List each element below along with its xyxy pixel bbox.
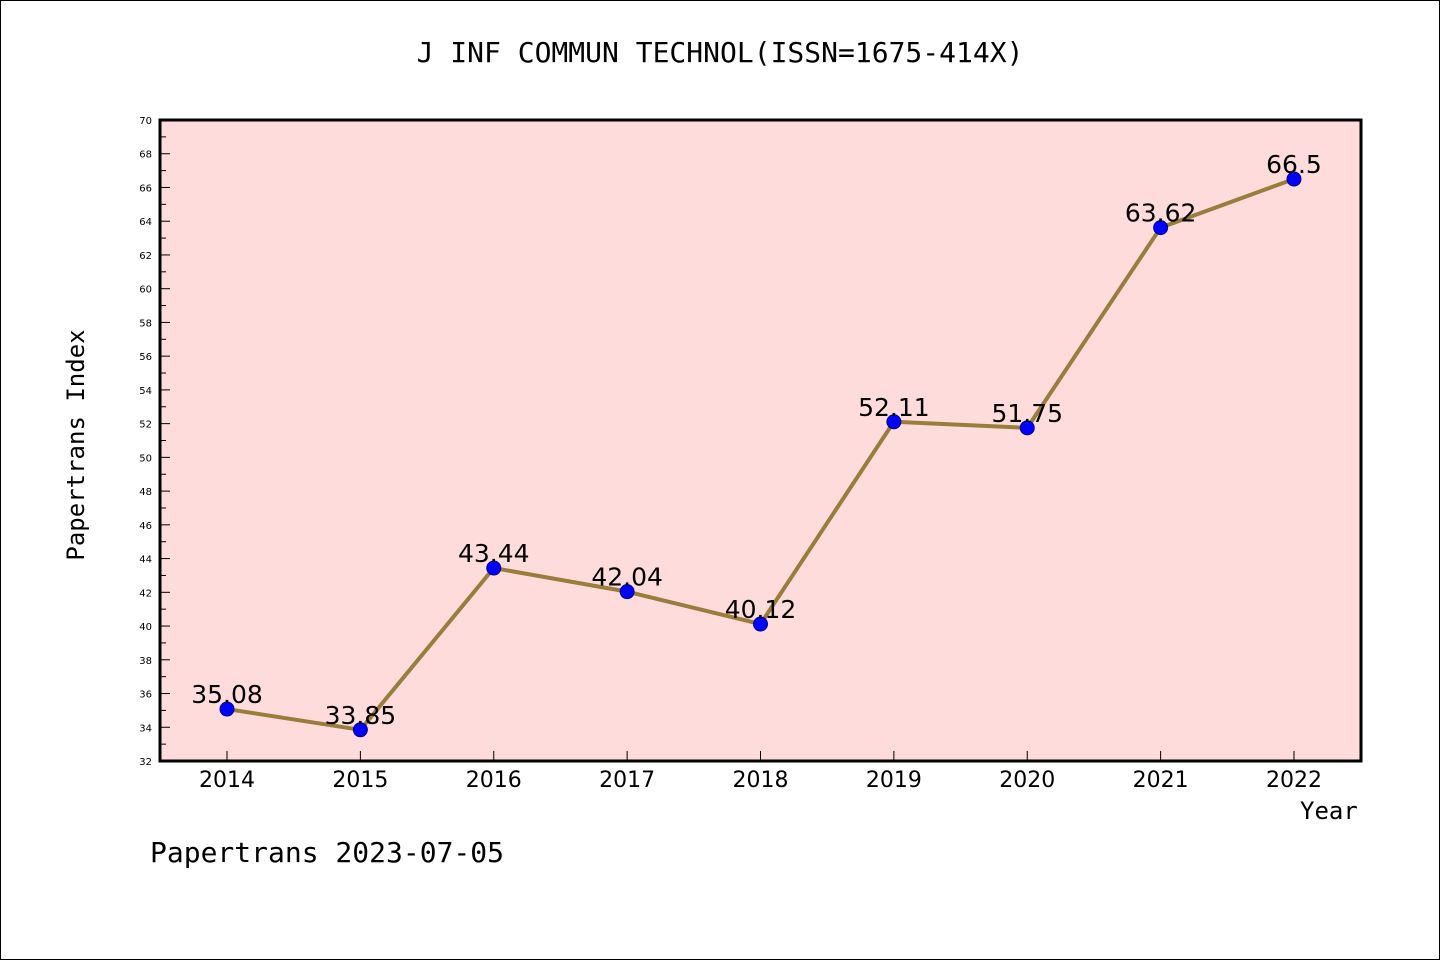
x-tick-label: 2014 — [199, 768, 255, 793]
y-tick-label: 32 — [139, 757, 152, 768]
y-tick-label: 48 — [139, 487, 152, 498]
data-label: 66.5 — [1266, 150, 1322, 179]
data-point — [352, 722, 368, 738]
y-tick-label: 56 — [139, 352, 152, 363]
data-label: 35.08 — [191, 680, 263, 709]
y-tick-label: 38 — [139, 656, 152, 667]
x-tick-label: 2022 — [1266, 768, 1322, 793]
data-point — [486, 560, 502, 576]
y-tick-label: 34 — [139, 723, 152, 734]
y-tick-label: 42 — [139, 588, 152, 599]
y-tick-label: 64 — [139, 217, 152, 228]
x-tick-label: 2016 — [466, 768, 522, 793]
data-point — [1286, 171, 1302, 187]
y-tick-label: 44 — [139, 555, 152, 566]
x-tick-label: 2015 — [332, 768, 388, 793]
data-point — [1153, 220, 1169, 236]
x-tick-label: 2019 — [866, 768, 922, 793]
data-point — [1019, 420, 1035, 436]
y-tick-label: 70 — [139, 116, 152, 127]
plot-border — [158, 118, 1363, 763]
y-tick-label: 66 — [139, 183, 152, 194]
data-label: 42.04 — [591, 563, 663, 592]
footer-stamp: Papertrans 2023-07-05 — [150, 836, 505, 869]
data-point — [619, 584, 635, 600]
y-tick-label: 58 — [139, 318, 152, 329]
data-label: 51.75 — [991, 399, 1063, 428]
chart-title: J INF COMMUN TECHNOL(ISSN=1675-414X) — [416, 36, 1024, 69]
y-tick-label: 52 — [139, 420, 152, 431]
data-point — [219, 701, 235, 717]
data-point — [886, 414, 902, 430]
data-label: 40.12 — [725, 595, 797, 624]
data-point — [753, 616, 768, 632]
x-tick-label: 2021 — [1133, 768, 1189, 793]
y-tick-label: 50 — [139, 453, 152, 464]
y-tick-label: 60 — [139, 285, 152, 296]
y-tick-label: 46 — [139, 521, 152, 532]
y-tick-label: 40 — [139, 622, 152, 633]
data-label: 33.85 — [325, 701, 397, 730]
data-label: 43.44 — [458, 539, 530, 568]
y-tick-label: 54 — [139, 386, 152, 397]
x-tick-label: 2017 — [599, 768, 655, 793]
y-tick-label: 62 — [139, 251, 152, 262]
x-tick-label: 2020 — [999, 768, 1055, 793]
y-tick-label: 36 — [139, 690, 152, 701]
y-tick-label: 68 — [139, 150, 152, 161]
x-tick-label: 2018 — [733, 768, 789, 793]
x-axis-title: Year — [1300, 797, 1358, 825]
data-label: 63.62 — [1125, 199, 1197, 228]
data-label: 52.11 — [858, 393, 930, 422]
